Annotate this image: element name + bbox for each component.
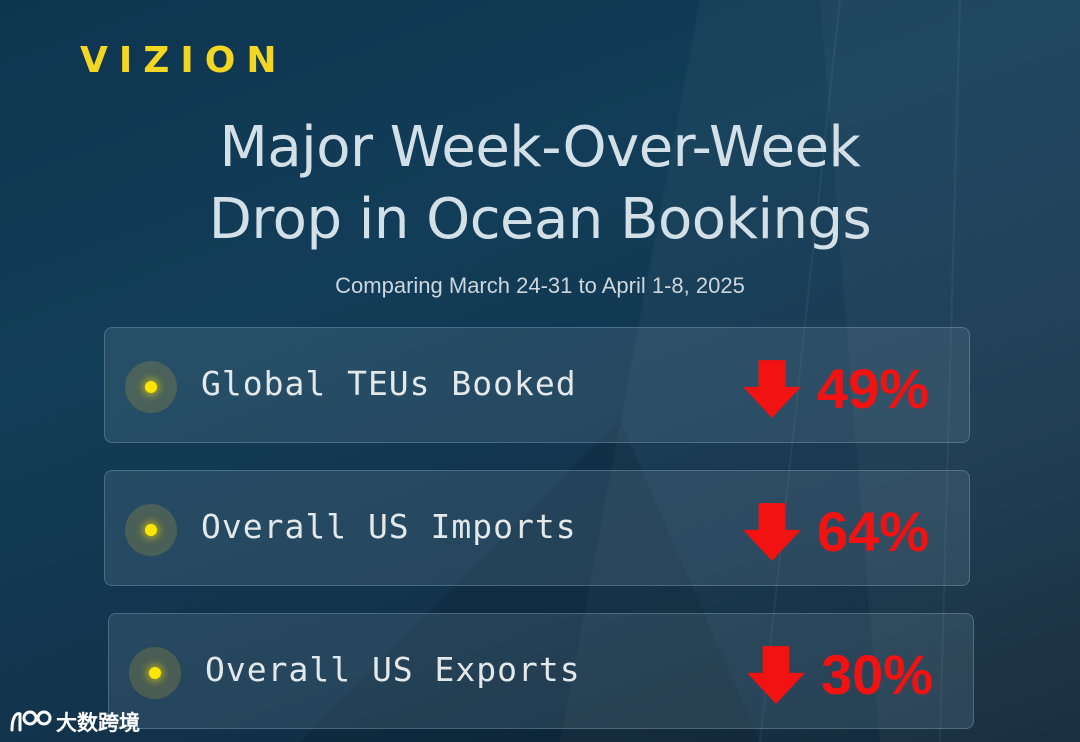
metric-label: Overall US Imports bbox=[201, 507, 577, 546]
page-title: Major Week-Over-Week Drop in Ocean Booki… bbox=[0, 112, 1080, 256]
watermark: 大数跨境 bbox=[8, 706, 140, 738]
metric-change-value: 30% bbox=[821, 643, 934, 706]
vizion-logo: VIZION bbox=[80, 40, 288, 81]
metric-label: Overall US Exports bbox=[205, 650, 581, 689]
bullet-dot-icon bbox=[125, 504, 177, 556]
down-arrow-icon bbox=[743, 360, 801, 418]
metric-change-value: 64% bbox=[817, 500, 930, 563]
metric-change-value: 49% bbox=[817, 357, 930, 420]
watermark-logo-icon bbox=[10, 710, 52, 732]
bullet-dot-icon bbox=[129, 647, 181, 699]
down-arrow-icon bbox=[747, 646, 805, 704]
bullet-dot-icon bbox=[125, 361, 177, 413]
down-arrow-icon bbox=[743, 503, 801, 561]
metric-card-us-imports: Overall US Imports 64% bbox=[104, 470, 970, 586]
metric-label: Global TEUs Booked bbox=[201, 364, 577, 403]
metric-card-global-teus: Global TEUs Booked 49% bbox=[104, 327, 970, 443]
title-line-1: Major Week-Over-Week bbox=[219, 115, 861, 180]
title-line-2: Drop in Ocean Bookings bbox=[208, 187, 872, 252]
metric-card-us-exports: Overall US Exports 30% bbox=[108, 613, 974, 729]
page-subtitle: Comparing March 24-31 to April 1-8, 2025 bbox=[335, 273, 745, 298]
watermark-text: 大数跨境 bbox=[56, 711, 140, 735]
